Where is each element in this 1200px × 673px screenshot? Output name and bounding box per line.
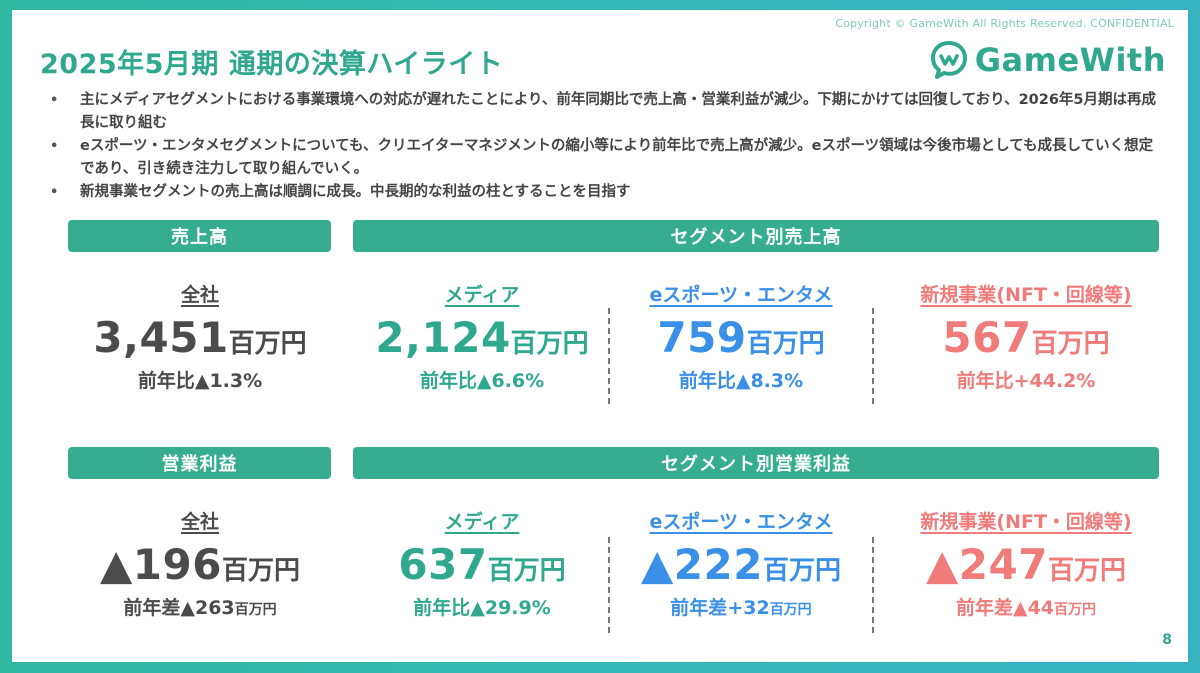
- slide: Copyright © GameWith All Rights Reserved…: [12, 10, 1188, 662]
- sales-esports-unit: 百万円: [746, 329, 825, 359]
- sales-total-unit: 百万円: [228, 329, 307, 359]
- sales-esports: eスポーツ・エンタメ 759百万円 前年比▲8.3%: [621, 280, 861, 393]
- sales-esports-change-label: 前年比: [678, 370, 736, 392]
- profit-new-business-value: ▲247: [926, 540, 1048, 589]
- bullet-item: eスポーツ・エンタメセグメントについても、クリエイターマネジメントの縮小等により…: [50, 135, 1160, 181]
- profit-total-value: ▲196: [100, 540, 222, 589]
- profit-total-unit: 百万円: [221, 556, 300, 586]
- sales-esports-value: 759: [657, 313, 747, 362]
- sales-new-business-change: +44.2%: [1013, 370, 1096, 392]
- profit-media-change: ▲29.9%: [470, 597, 551, 619]
- profit-media: メディア 637百万円 前年比▲29.9%: [362, 507, 602, 620]
- sales-media-value: 2,124: [375, 313, 511, 362]
- profit-new-business-change: ▲44: [1012, 597, 1055, 619]
- profit-total-change-label: 前年差: [123, 597, 181, 619]
- profit-media-change-label: 前年比: [413, 597, 471, 619]
- logo-text: GameWith: [974, 41, 1166, 79]
- sales-media-label: メディア: [444, 284, 520, 306]
- sales-media-unit: 百万円: [510, 329, 589, 359]
- profit-media-label: メディア: [444, 511, 520, 533]
- profit-esports-unit: 百万円: [762, 556, 841, 586]
- divider: [872, 537, 874, 633]
- highlight-bullets: 主にメディアセグメントにおける事業環境への対応が遅れたことにより、前年同期比で売…: [50, 89, 1160, 204]
- sales-new-business: 新規事業(NFT・回線等) 567百万円 前年比+44.2%: [896, 280, 1156, 393]
- profit-total: 全社 ▲196百万円 前年差▲263百万円: [80, 507, 320, 620]
- sales-new-business-value: 567: [942, 313, 1032, 362]
- divider: [872, 308, 874, 404]
- profit-esports-change-label: 前年差: [670, 597, 728, 619]
- profit-esports-label: eスポーツ・エンタメ: [649, 511, 833, 533]
- sales-esports-change: ▲8.3%: [735, 370, 804, 392]
- divider: [608, 308, 610, 404]
- profit-new-business-change-label: 前年差: [955, 597, 1013, 619]
- profit-media-unit: 百万円: [487, 556, 566, 586]
- profit-esports-change-unit: 百万円: [769, 602, 812, 618]
- sales-header: 売上高: [68, 220, 331, 252]
- sales-media: メディア 2,124百万円 前年比▲6.6%: [362, 280, 602, 393]
- bullet-item: 主にメディアセグメントにおける事業環境への対応が遅れたことにより、前年同期比で売…: [50, 89, 1160, 135]
- sales-new-business-unit: 百万円: [1031, 329, 1110, 359]
- operating-profit-header: 営業利益: [68, 447, 331, 479]
- profit-esports-change: +32: [727, 597, 770, 619]
- page-number: 8: [1162, 632, 1172, 648]
- gamewith-logo-icon: [930, 41, 967, 79]
- divider: [608, 537, 610, 633]
- profit-new-business-unit: 百万円: [1047, 556, 1126, 586]
- sales-total-change: ▲1.3%: [194, 370, 263, 392]
- sales-new-business-change-label: 前年比: [956, 370, 1014, 392]
- sales-total-change-label: 前年比: [137, 370, 195, 392]
- profit-total-change-unit: 百万円: [234, 602, 277, 618]
- profit-esports-value: ▲222: [641, 540, 763, 589]
- gamewith-logo: GameWith: [929, 40, 1166, 80]
- sales-esports-label: eスポーツ・エンタメ: [649, 284, 833, 306]
- sales-total-label: 全社: [180, 284, 219, 306]
- page-title: 2025年5月期 通期の決算ハイライト: [40, 49, 504, 80]
- sales-total-value: 3,451: [93, 313, 229, 362]
- sales-total: 全社 3,451百万円 前年比▲1.3%: [80, 280, 320, 393]
- profit-total-label: 全社: [180, 511, 219, 533]
- sales-media-change-label: 前年比: [419, 370, 477, 392]
- profit-new-business: 新規事業(NFT・回線等) ▲247百万円 前年差▲44百万円: [896, 507, 1156, 620]
- profit-esports: eスポーツ・エンタメ ▲222百万円 前年差+32百万円: [621, 507, 861, 620]
- bullet-item: 新規事業セグメントの売上高は順調に成長。中長期的な利益の柱とすることを目指す: [50, 181, 1160, 204]
- profit-total-change: ▲263: [180, 597, 235, 619]
- copyright-notice: Copyright © GameWith All Rights Reserved…: [835, 17, 1174, 30]
- sales-new-business-label: 新規事業(NFT・回線等): [920, 284, 1132, 306]
- segment-sales-header: セグメント別売上高: [353, 220, 1159, 252]
- profit-media-value: 637: [398, 540, 488, 589]
- profit-new-business-change-unit: 百万円: [1054, 602, 1097, 618]
- sales-media-change: ▲6.6%: [476, 370, 545, 392]
- profit-new-business-label: 新規事業(NFT・回線等): [920, 511, 1132, 533]
- segment-profit-header: セグメント別営業利益: [353, 447, 1159, 479]
